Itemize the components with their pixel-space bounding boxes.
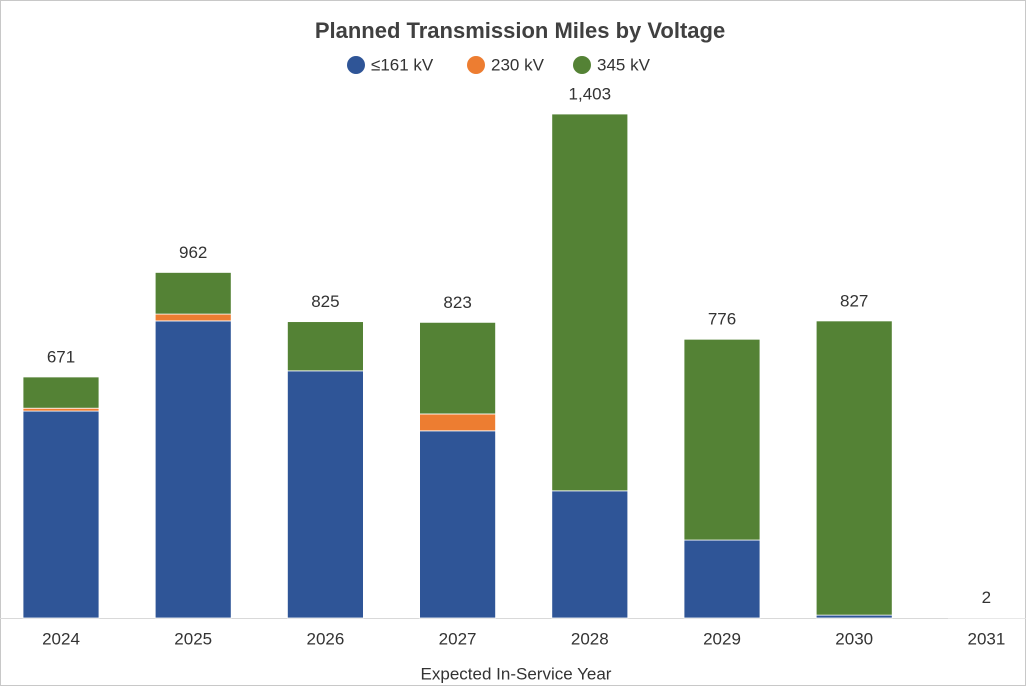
bar-segment [948, 616, 1025, 619]
total-label: 962 [179, 243, 207, 262]
bar-segment [683, 338, 761, 541]
total-label: 1,403 [569, 84, 612, 103]
total-label: 825 [311, 292, 339, 311]
bar-segment [154, 320, 232, 619]
bar-segment [22, 407, 100, 412]
x-tick-label: 2025 [174, 629, 212, 648]
bar-segment [815, 320, 893, 616]
x-tick-label: 2027 [439, 629, 477, 648]
total-label: 776 [708, 310, 736, 329]
bar-segment [551, 113, 629, 492]
x-tick-label: 2030 [835, 629, 873, 648]
legend-swatch [467, 56, 485, 74]
bar-segment [154, 272, 232, 315]
bar-segment [286, 370, 364, 619]
bar-segment [154, 313, 232, 322]
bar-segment [22, 410, 100, 619]
legend-label: ≤161 kV [371, 55, 434, 74]
bar-segment [419, 430, 497, 619]
bar-segment [419, 413, 497, 432]
legend-swatch [347, 56, 365, 74]
bar-segment [286, 321, 364, 372]
bar-segment [683, 539, 761, 619]
x-tick-label: 2031 [967, 629, 1005, 648]
bar-segment [22, 376, 100, 409]
chart-title: Planned Transmission Miles by Voltage [315, 18, 725, 43]
bar-segment [815, 614, 893, 619]
x-tick-label: 2029 [703, 629, 741, 648]
total-label: 827 [840, 291, 868, 310]
total-label: 823 [443, 293, 471, 312]
x-tick-label: 2024 [42, 629, 80, 648]
total-label: 2 [982, 588, 991, 607]
legend-label: 230 kV [491, 55, 545, 74]
x-axis-title: Expected In-Service Year [421, 664, 612, 683]
bar-segment [419, 321, 497, 415]
bar-segment [551, 490, 629, 619]
legend-swatch [573, 56, 591, 74]
x-tick-label: 2028 [571, 629, 609, 648]
total-label: 671 [47, 347, 75, 366]
x-tick-label: 2026 [306, 629, 344, 648]
legend-label: 345 kV [597, 55, 651, 74]
